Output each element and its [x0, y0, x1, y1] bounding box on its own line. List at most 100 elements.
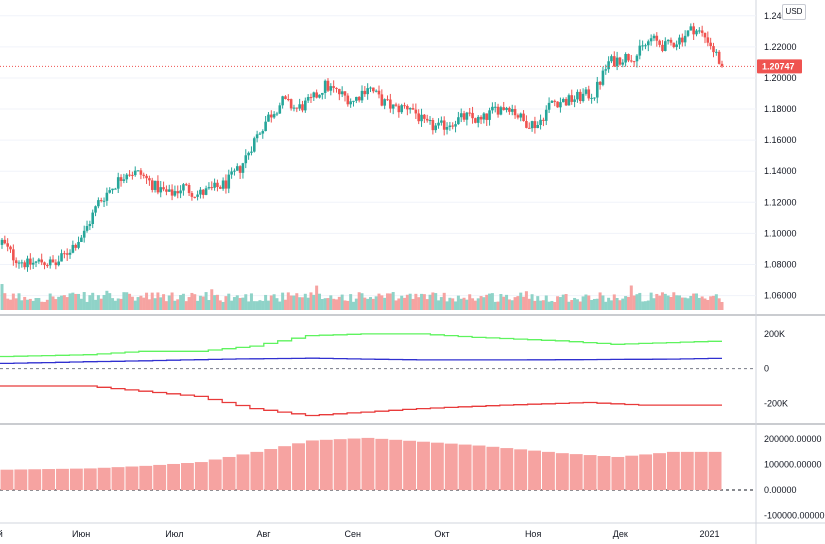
volume-bar [643, 301, 647, 310]
candle-body [46, 265, 49, 267]
volume-bar [317, 293, 321, 310]
candle-body [692, 26, 695, 35]
candle-body [51, 259, 55, 263]
candle-body [190, 193, 194, 197]
candle-body [440, 120, 443, 123]
volume-bar [595, 298, 599, 310]
net-bar [680, 451, 694, 491]
volume-bar [462, 297, 466, 310]
volume-bar [272, 294, 276, 310]
volume-bar [77, 293, 81, 310]
candle-body [372, 87, 375, 92]
candle-body [204, 188, 208, 195]
volume-bar [561, 294, 565, 310]
volume-bar [45, 299, 49, 310]
candle-body [363, 90, 367, 95]
candle-body [40, 259, 43, 263]
net-bar [666, 451, 680, 491]
candle-body [635, 55, 639, 62]
candle-body [34, 261, 38, 263]
net-bar [111, 467, 125, 491]
candle-body [715, 51, 718, 53]
volume-bar [556, 296, 560, 310]
candle-body [394, 104, 398, 106]
candle-body [57, 261, 60, 266]
candle-body [400, 105, 403, 113]
price-tick-label: 1.16000 [764, 135, 797, 145]
candle-body [6, 243, 9, 247]
volume-bar [524, 291, 528, 310]
candle-body [133, 170, 137, 176]
candle-body [434, 125, 438, 131]
volume-bar [227, 293, 231, 310]
candle-body [82, 230, 86, 238]
candle-body [145, 175, 148, 179]
volume-bar [332, 298, 336, 310]
candle-body [539, 119, 542, 125]
volume-bar [153, 298, 157, 310]
net-bar [430, 442, 444, 491]
candle-body [170, 189, 174, 196]
volume-bar [709, 296, 713, 310]
volume-bar [388, 293, 392, 310]
candle-body [530, 121, 534, 129]
volume-bar [536, 296, 540, 310]
volume-bar [11, 293, 15, 310]
candle-body [241, 163, 245, 173]
candle-body [250, 151, 253, 153]
candle-body [624, 54, 627, 63]
candle-body [213, 182, 216, 188]
candle-body [196, 194, 199, 197]
net-bar [194, 462, 208, 491]
candle-body [448, 125, 452, 128]
volume-bar [533, 300, 537, 310]
price-tick-label: 1.08000 [764, 259, 797, 269]
candle-body [638, 45, 642, 56]
volume-bar [300, 297, 304, 310]
net-bar [83, 468, 97, 491]
candle-body [570, 95, 574, 102]
net-bar [708, 451, 722, 491]
volume-bar [349, 294, 353, 310]
candle-body [703, 32, 707, 38]
volume-bar [128, 293, 132, 310]
volume-bar [244, 294, 248, 310]
candle-body [615, 57, 619, 67]
volume-bar [714, 294, 718, 310]
net-bar [403, 440, 417, 491]
currency-button[interactable]: USD [782, 4, 806, 20]
volume-bar [204, 292, 208, 310]
volume-bar [337, 296, 341, 310]
volume-bar [164, 301, 168, 310]
volume-bar [431, 292, 435, 310]
volume-bar [176, 299, 180, 310]
volume-bar [544, 295, 548, 310]
candle-body [408, 108, 412, 110]
candle-body [550, 100, 554, 103]
candle-body [20, 262, 24, 264]
last-price-label: 1.20747 [762, 61, 795, 71]
candle-body [176, 191, 180, 194]
volume-bar [96, 295, 100, 310]
candle-body [128, 174, 131, 176]
net-bar [167, 463, 180, 491]
net-bar [153, 464, 167, 491]
candle-body [252, 138, 256, 152]
volume-bar [420, 293, 424, 310]
candle-body [411, 108, 415, 110]
time-axis-label: Окт [434, 529, 449, 539]
candle-body [709, 42, 712, 47]
candle-body [383, 99, 386, 106]
candle-body [71, 244, 75, 253]
candle-body [465, 112, 469, 120]
net-bar [611, 456, 625, 491]
volume-bar [315, 285, 319, 310]
volume-bar [51, 296, 55, 310]
candle-body [629, 60, 633, 62]
volume-bar [479, 296, 483, 310]
volume-bar [683, 297, 687, 310]
volume-bar [162, 294, 166, 310]
candle-body [298, 104, 301, 109]
volume-bar [451, 298, 455, 310]
